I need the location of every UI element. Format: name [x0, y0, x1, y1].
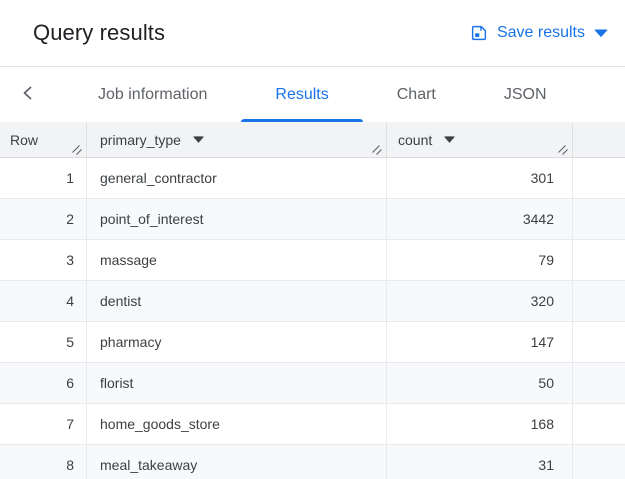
tab-label: Job information	[98, 85, 208, 103]
table-row: 2 point_of_interest 3442	[0, 199, 625, 240]
table-row: 8 meal_takeaway 31	[0, 445, 625, 479]
tab-chart[interactable]: Chart	[363, 67, 470, 122]
count-cell: 50	[387, 363, 573, 403]
primary-type-cell: florist	[87, 363, 387, 403]
primary-type-cell: home_goods_store	[87, 404, 387, 444]
column-resize-handle[interactable]	[557, 144, 569, 156]
results-table: 1 general_contractor 301 2 point_of_inte…	[0, 158, 625, 479]
tab-results[interactable]: Results	[241, 67, 363, 122]
table-row: 6 florist 50	[0, 363, 625, 404]
column-menu-caret-icon[interactable]	[444, 136, 455, 143]
column-header-filler	[573, 122, 625, 157]
count-cell: 168	[387, 404, 573, 444]
active-tab-underline	[241, 119, 363, 122]
filler-cell	[573, 158, 625, 198]
row-number-cell: 2	[0, 199, 87, 239]
save-icon	[470, 24, 488, 42]
filler-cell	[573, 240, 625, 280]
tab-label: Chart	[396, 85, 436, 103]
count-cell: 31	[387, 445, 573, 479]
column-header-primary-type[interactable]: primary_type	[87, 122, 387, 157]
row-number-cell: 7	[0, 404, 87, 444]
row-number-cell: 4	[0, 281, 87, 321]
table-header-row: Row primary_type count	[0, 122, 625, 158]
column-resize-handle[interactable]	[371, 144, 383, 156]
filler-cell	[573, 445, 625, 479]
back-button[interactable]	[10, 67, 46, 122]
column-header-count[interactable]: count	[387, 122, 573, 157]
primary-type-cell: pharmacy	[87, 322, 387, 362]
count-cell: 3442	[387, 199, 573, 239]
count-cell: 147	[387, 322, 573, 362]
panel-header: Query results Save results	[0, 0, 625, 67]
row-number-cell: 5	[0, 322, 87, 362]
row-number-cell: 8	[0, 445, 87, 479]
filler-cell	[573, 404, 625, 444]
primary-type-cell: point_of_interest	[87, 199, 387, 239]
column-label: count	[398, 131, 433, 148]
filler-cell	[573, 199, 625, 239]
page-title: Query results	[33, 20, 166, 45]
save-results-label: Save results	[496, 24, 585, 41]
tab-label: Results	[275, 85, 329, 103]
dropdown-caret-icon	[594, 29, 608, 37]
table-row: 3 massage 79	[0, 240, 625, 281]
results-tab-bar: Job information Results Chart JSON	[0, 67, 625, 122]
row-number-cell: 1	[0, 158, 87, 198]
row-number-cell: 6	[0, 363, 87, 403]
filler-cell	[573, 281, 625, 321]
table-row: 5 pharmacy 147	[0, 322, 625, 363]
primary-type-cell: meal_takeaway	[87, 445, 387, 479]
tab-json[interactable]: JSON	[470, 67, 581, 122]
count-cell: 301	[387, 158, 573, 198]
primary-type-cell: general_contractor	[87, 158, 387, 198]
column-resize-handle[interactable]	[71, 144, 83, 156]
count-cell: 320	[387, 281, 573, 321]
row-number-cell: 3	[0, 240, 87, 280]
chevron-left-icon	[20, 85, 36, 104]
filler-cell	[573, 322, 625, 362]
count-cell: 79	[387, 240, 573, 280]
column-label: Row	[10, 131, 39, 148]
column-label: primary_type	[100, 131, 181, 148]
tab-label: JSON	[503, 85, 547, 103]
column-menu-caret-icon[interactable]	[193, 136, 204, 143]
filler-cell	[573, 363, 625, 403]
primary-type-cell: massage	[87, 240, 387, 280]
tab-job-information[interactable]: Job information	[64, 67, 241, 122]
table-row: 1 general_contractor 301	[0, 158, 625, 199]
column-header-row[interactable]: Row	[0, 122, 87, 157]
primary-type-cell: dentist	[87, 281, 387, 321]
table-row: 7 home_goods_store 168	[0, 404, 625, 445]
table-row: 4 dentist 320	[0, 281, 625, 322]
save-results-button[interactable]: Save results	[460, 18, 618, 48]
